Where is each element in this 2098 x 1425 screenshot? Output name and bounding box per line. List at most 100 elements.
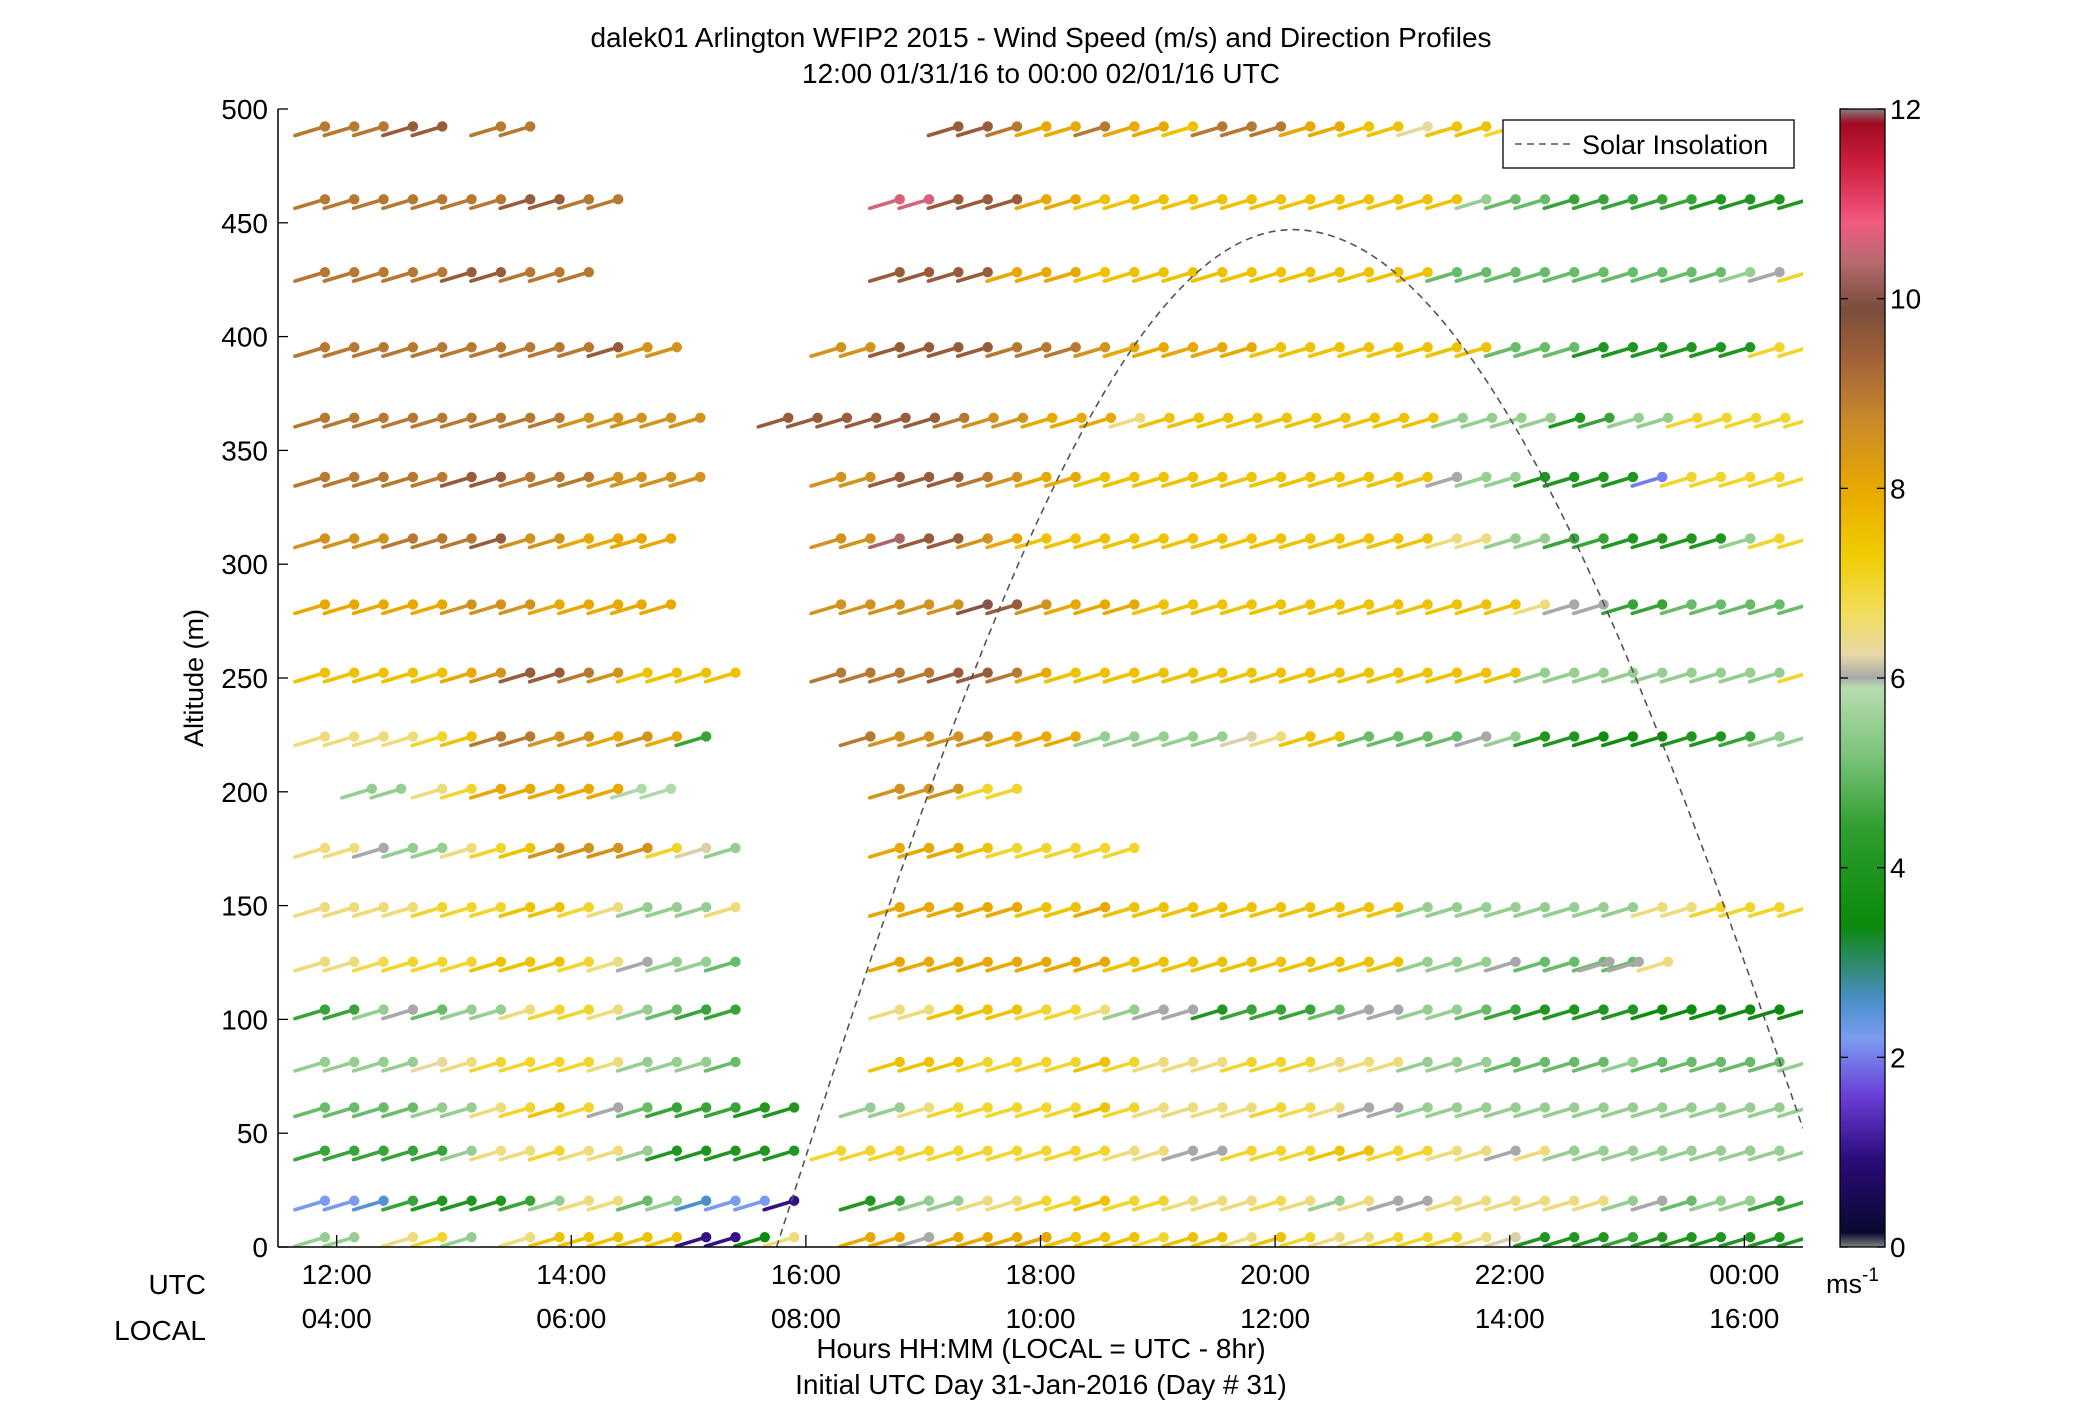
wind-barb-point: [1187, 1056, 1199, 1068]
wind-barb-shaft: [469, 197, 503, 211]
wind-barb-shaft: [1601, 734, 1635, 748]
wind-barb-point: [1246, 1195, 1257, 1206]
wind-barb-point: [1657, 194, 1668, 205]
wind-barb-point: [1657, 1231, 1668, 1243]
wind-barb-point: [1451, 342, 1463, 353]
wind-barb-shaft: [469, 1060, 503, 1073]
wind-barb-point: [437, 956, 448, 967]
wind-barb-point: [612, 1004, 624, 1015]
wind-barb-shaft: [762, 1148, 796, 1162]
wind-barb-point: [495, 412, 507, 424]
wind-barb-shaft: [439, 475, 474, 488]
wind-barb-point: [554, 342, 565, 353]
wind-barb-point: [495, 1195, 507, 1206]
wind-barb-shaft: [1601, 1105, 1635, 1119]
wind-barb-point: [583, 901, 595, 913]
wind-barb-shaft: [1131, 536, 1166, 550]
wind-barb-point: [1334, 901, 1345, 913]
wind-barb-shaft: [410, 602, 445, 616]
wind-barb-shaft: [1395, 475, 1430, 488]
wind-barb-point: [525, 1056, 536, 1068]
wind-barb-shaft: [1043, 846, 1078, 859]
wind-barb-shaft: [1689, 1105, 1723, 1119]
wind-barb-shaft: [322, 846, 357, 859]
wind-barb-shaft: [1926, 604, 1956, 613]
wind-barb-shaft: [1249, 1235, 1283, 1247]
wind-barb-shaft: [1808, 1107, 1838, 1116]
wind-barb-shaft: [322, 124, 357, 138]
wind-barb-shaft: [1131, 475, 1166, 488]
wind-barb-shaft: [1454, 1105, 1489, 1119]
wind-barb-shaft: [926, 197, 961, 211]
legend: Solar Insolation: [1502, 119, 1795, 169]
wind-barb-shaft: [1571, 1235, 1606, 1247]
wind-barb-shaft: [985, 270, 1019, 283]
wind-barb-point: [759, 1102, 771, 1113]
wind-barb-point: [1604, 412, 1615, 424]
wind-barb-point: [1481, 1231, 1492, 1243]
wind-barb-point: [437, 599, 448, 610]
wind-barb-shaft: [410, 846, 445, 859]
wind-barb-point: [1451, 956, 1463, 967]
wind-barb-shaft: [1043, 1235, 1078, 1247]
wind-barb-shaft: [351, 416, 386, 429]
wind-barb-point: [865, 667, 876, 678]
wind-barb-point: [1804, 533, 1814, 543]
wind-barb-shaft: [1808, 1010, 1838, 1019]
wind-barb-point: [1510, 731, 1521, 742]
wind-barb-point: [407, 342, 419, 353]
wind-barb-shaft: [903, 416, 937, 429]
wind-barb-point: [1164, 412, 1175, 424]
wind-barb-shaft: [1014, 1235, 1049, 1247]
wind-barb-point: [1011, 1102, 1023, 1113]
wind-barb-point: [1129, 1195, 1140, 1206]
x-tick-label-local: 12:00: [1240, 1303, 1310, 1334]
wind-barb-shaft: [1249, 1105, 1283, 1119]
wind-barb-shaft: [645, 846, 679, 859]
wind-barb-shaft: [410, 786, 445, 800]
wind-barb-point: [1539, 599, 1551, 610]
wind-barb-shaft: [381, 536, 415, 550]
wind-barb-point: [1804, 902, 1814, 912]
wind-barb-point: [1041, 842, 1052, 854]
wind-barb-shaft: [557, 1007, 591, 1021]
wind-barb-point: [319, 1231, 331, 1243]
wind-barb-shaft: [322, 670, 357, 684]
wind-barb-shaft: [1313, 416, 1348, 429]
wind-barb-point: [1363, 901, 1375, 913]
wind-barb-shaft: [733, 1148, 767, 1162]
wind-barb-point: [1011, 1195, 1023, 1206]
wind-barb-point: [1217, 1056, 1228, 1068]
wind-barb-point: [894, 667, 905, 678]
wind-barb-shaft: [1219, 124, 1254, 138]
wind-barb-point: [1099, 1195, 1111, 1206]
wind-barb-shaft: [1337, 670, 1371, 684]
wind-barb-shaft: [1043, 197, 1078, 211]
wind-barb-point: [1305, 599, 1316, 610]
wind-barb-point: [982, 1056, 993, 1068]
wind-barb-shaft: [439, 846, 474, 859]
wind-barb-shaft: [703, 1148, 738, 1162]
wind-barb-point: [1657, 471, 1668, 483]
wind-barb-shaft: [1659, 905, 1694, 918]
wind-barb-shaft: [867, 1235, 902, 1247]
wind-barb-point: [1804, 472, 1814, 482]
wind-barb-point: [2009, 1232, 2019, 1242]
wind-barb-point: [612, 1056, 624, 1068]
wind-barb-shaft: [1307, 1007, 1342, 1021]
wind-barb-shaft: [926, 846, 961, 859]
wind-barb-shaft: [1161, 1105, 1195, 1119]
wind-barb-shaft: [1896, 907, 1926, 916]
wind-barb-shaft: [586, 905, 620, 918]
wind-barb-point: [349, 901, 360, 913]
wind-barb-point: [349, 533, 360, 544]
wind-barb-shaft: [785, 416, 820, 429]
wind-barb-shaft: [645, 1007, 679, 1021]
wind-barb-point: [319, 667, 331, 678]
wind-barb-point: [1070, 1195, 1081, 1206]
wind-barb-point: [1305, 1195, 1316, 1206]
wind-barb-point: [407, 1004, 419, 1015]
wind-barb-shaft: [985, 846, 1019, 859]
wind-barb-shaft: [1190, 1235, 1225, 1247]
wind-barb-shaft: [1659, 1105, 1694, 1119]
